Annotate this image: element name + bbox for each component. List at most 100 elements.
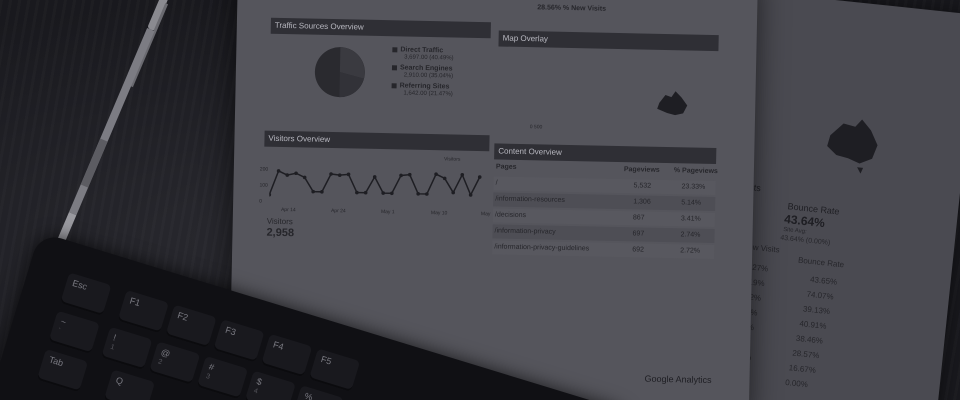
- visitors-overview-header: Visitors Overview: [264, 130, 490, 152]
- visitors-point: [329, 172, 333, 176]
- australia-map-icon: [827, 119, 878, 174]
- visitors-tick: Apr 14: [280, 206, 296, 214]
- map-overlay-header: Map Overlay: [498, 30, 719, 52]
- content-cell: /information-privacy: [494, 227, 556, 236]
- traffic-pie-chart: [314, 47, 365, 98]
- key-1: F1: [117, 289, 169, 334]
- content-header-cell: % Pageviews: [673, 167, 718, 176]
- bounce-cell: 0.00%: [784, 377, 809, 390]
- site-avg-label: Site Avg:: [782, 226, 807, 236]
- visitors-line-chart: [269, 169, 482, 197]
- key-sublabel: 1: [109, 343, 116, 352]
- key-4: F4: [260, 333, 313, 378]
- key-label: $: [255, 376, 264, 388]
- key-9: #3: [196, 355, 249, 400]
- secondary-report-sheet: Visits Bounce Rate 43.64% Site Avg: 43.6…: [695, 0, 960, 400]
- visitors-point: [269, 192, 272, 197]
- visitors-point: [302, 175, 307, 180]
- key-sublabel: 4: [252, 387, 259, 396]
- key-label: @: [159, 346, 172, 360]
- visitors-tick: May 10: [430, 210, 448, 217]
- content-cell: 697: [632, 230, 645, 238]
- bounce-cell: 40.91%: [798, 319, 827, 331]
- legend-swatch: [391, 65, 398, 71]
- map-scale: 0 500: [529, 124, 543, 131]
- visitors-point: [276, 169, 281, 173]
- visitors-y-tick: 200: [259, 166, 269, 173]
- bounce-cell: 38.46%: [795, 333, 824, 346]
- legend-detail: 2,910.00 (35.04%): [403, 72, 454, 80]
- key-label: #: [207, 361, 216, 373]
- content-cell: /information-resources: [495, 195, 565, 204]
- site-avg-value: 43.64% (0.00%): [779, 234, 831, 247]
- visitors-point: [346, 172, 351, 177]
- map-australia-icon: [657, 91, 688, 116]
- key-10: $4: [244, 370, 296, 400]
- content-header-cell: Pageviews: [623, 166, 660, 174]
- legend-swatch: [391, 83, 397, 89]
- content-cell: 2.74%: [680, 231, 701, 239]
- content-header-cell: Pages: [495, 163, 517, 171]
- content-cell: 3.41%: [680, 215, 701, 223]
- visitors-point: [460, 172, 465, 177]
- key-5: F5: [308, 348, 361, 392]
- content-cell: /: [495, 179, 498, 187]
- bounce-cell: 16.67%: [788, 363, 817, 375]
- content-cell: 5.14%: [681, 199, 702, 207]
- key-label: F5: [319, 353, 333, 367]
- bounce-cell: 39.13%: [802, 304, 831, 317]
- visitors-point: [337, 173, 342, 177]
- header-stat: 28.56% % New Visits: [537, 4, 607, 13]
- visitors-point: [311, 189, 315, 194]
- visitors-point: [477, 175, 482, 179]
- key-label: F1: [128, 295, 142, 309]
- key-12: Tab: [36, 348, 89, 393]
- visitors-point: [294, 171, 298, 176]
- key-label: ~: [59, 316, 68, 328]
- key-label: Q: [114, 374, 125, 387]
- visitors-point: [355, 190, 359, 195]
- key-sublabel: 3: [205, 373, 211, 381]
- visitors-point: [399, 173, 403, 178]
- column-bounce-rate: Bounce Rate: [797, 255, 845, 270]
- visitors-y-tick: 100: [259, 182, 268, 189]
- key-sublabel: `: [56, 327, 62, 336]
- key-13: Q: [103, 369, 156, 400]
- key-label: F3: [224, 324, 238, 338]
- key-label: %: [303, 390, 314, 400]
- key-label: F4: [271, 339, 285, 352]
- bounce-cell: 28.57%: [791, 348, 820, 361]
- legend-swatch: [392, 47, 398, 53]
- content-cell: /decisions: [494, 211, 527, 220]
- legend-detail: 1,642.00 (21.47%): [403, 90, 453, 98]
- key-8: @2: [148, 341, 201, 385]
- visitors-point: [425, 192, 429, 196]
- visitors-point: [390, 191, 394, 196]
- key-0: Esc: [60, 272, 112, 316]
- visitors-point: [416, 192, 420, 196]
- visitors-tick: May: [480, 211, 491, 218]
- visitors-point: [468, 193, 473, 197]
- traffic-sources-header: Traffic Sources Overview: [270, 17, 491, 39]
- visitors-tick: May 1: [380, 209, 395, 216]
- content-cell: 867: [632, 214, 645, 222]
- visitors-series-line: [269, 169, 481, 197]
- content-cell: 2.72%: [680, 247, 701, 255]
- visitors-point: [285, 173, 290, 177]
- key-label: Tab: [47, 354, 65, 369]
- visitors-point: [381, 191, 385, 195]
- content-cell: 1,306: [633, 198, 651, 206]
- legend-label: Search Engines: [399, 64, 453, 73]
- key-label: !: [112, 332, 118, 343]
- visitors-point: [320, 190, 324, 194]
- visitors-tick: Apr 24: [330, 208, 346, 215]
- visitors-point: [407, 172, 412, 177]
- analytics-report-sheet: 28.56% % New Visits Traffic Sources Over…: [228, 0, 758, 400]
- content-overview-header: Content Overview: [494, 143, 717, 165]
- visitors-label: Visitors: [266, 216, 293, 227]
- content-cell: 23.33%: [681, 183, 706, 191]
- key-sublabel: 2: [157, 358, 163, 367]
- visitors-point: [451, 190, 455, 195]
- visitors-y-tick: 0: [259, 198, 263, 205]
- content-cell: 5,532: [633, 182, 652, 190]
